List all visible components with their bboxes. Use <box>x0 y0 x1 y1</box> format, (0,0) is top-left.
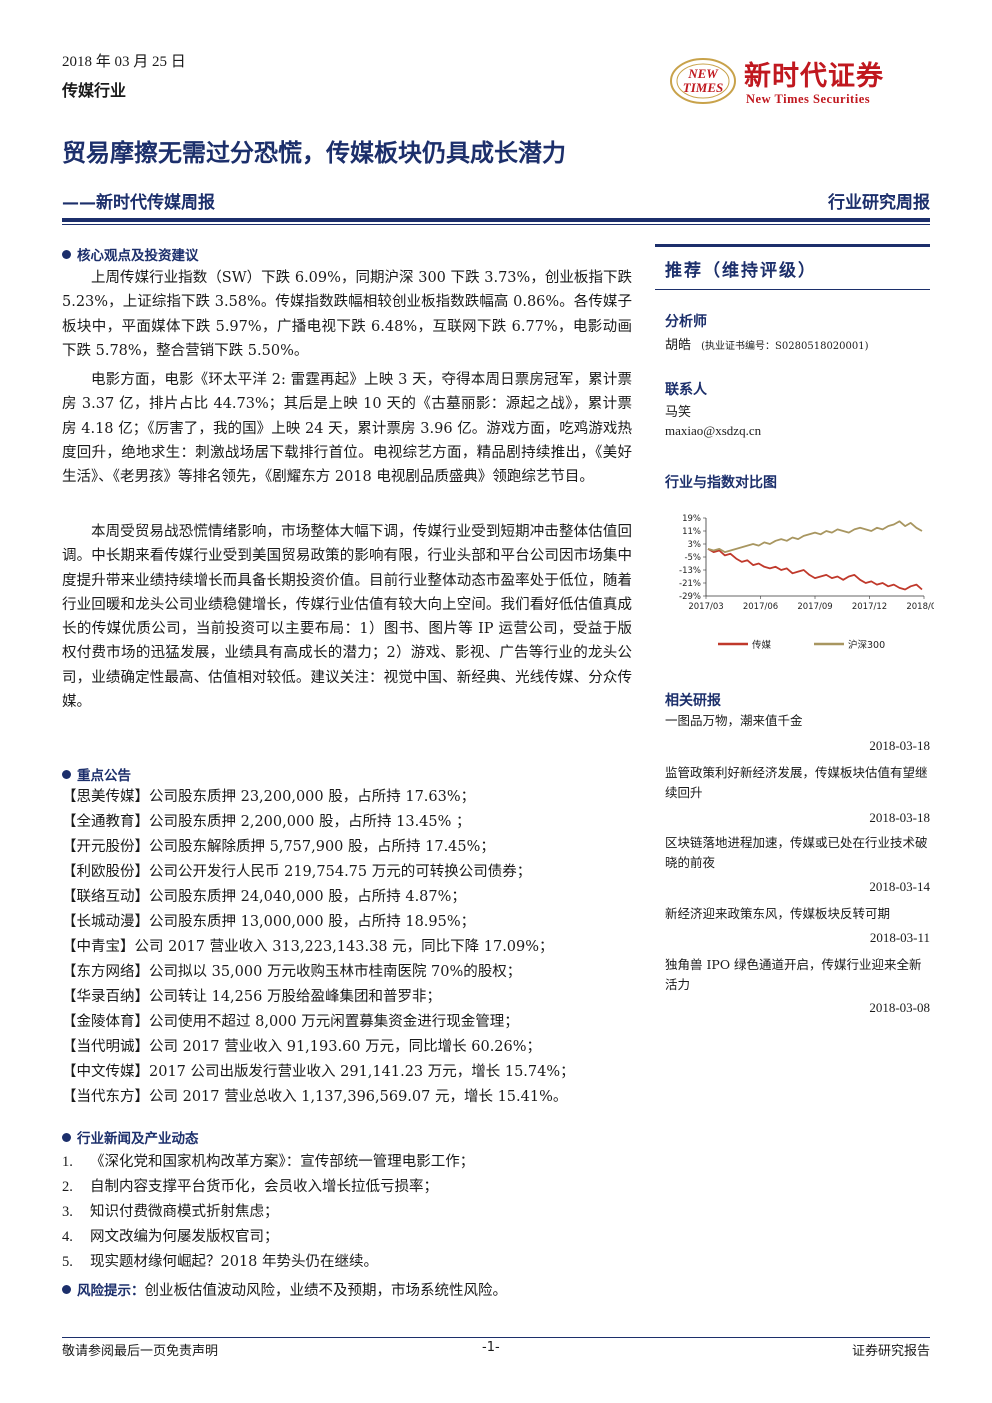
related-heading: 相关研报 <box>665 693 721 709</box>
report-title: 贸易摩擦无需过分恐慌，传媒板块仍具成长潜力 <box>62 139 566 167</box>
related-report-date: 2018-03-14 <box>869 879 930 894</box>
announcement-row: 【开元股份】公司股东解除质押 5,757,900 股，占所持 17.45%； <box>62 839 495 855</box>
announcement-row: 【当代明诚】公司 2017 营业收入 91,193.60 万元，同比增长 60.… <box>62 1039 542 1055</box>
related-report-date: 2018-03-18 <box>869 810 930 825</box>
header-divider-thin <box>62 224 930 225</box>
chart-x-tick-label: 2017/06 <box>743 602 778 612</box>
related-report-title[interactable]: 区块链落地进程加速，传媒或已处在行业技术破晓的前夜 <box>665 835 928 870</box>
related-report-date: 2018-03-11 <box>869 930 930 945</box>
section-announcements-heading: 重点公告 <box>62 764 131 784</box>
footer-report-label: 证券研究报告 <box>851 1344 930 1359</box>
logo-mark-line1: NEW <box>687 66 719 81</box>
announcement-row: 【当代东方】公司 2017 营业总收入 1,137,396,569.07 元，增… <box>62 1089 568 1105</box>
section-core-views-heading: 核心观点及投资建议 <box>62 244 199 264</box>
announcement-row: 【中文传媒】2017 公司出版发行营业收入 291,141.23 万元，增长 1… <box>62 1064 575 1080</box>
announcement-row: 【东方网络】公司拟以 35,000 万元收购玉林市桂南医院 70%的股权； <box>62 964 522 980</box>
news-item: 5. 现实题材缘何崛起？2018 年势头仍在继续。 <box>62 1254 379 1270</box>
logo-mark-line2: TIMES <box>683 80 723 95</box>
paragraph-investment-advice: 本周受贸易战恐慌情绪影响，市场整体大幅下调，传媒行业受到短期冲击整体估值回调。中… <box>62 524 632 711</box>
announcement-row: 【长城动漫】公司股东质押 13,000,000 股，占所持 18.95%； <box>62 914 476 930</box>
bullet-icon <box>62 1133 71 1142</box>
report-subtitle: ——新时代传媒周报 <box>62 193 215 213</box>
footer-disclaimer: 敬请参阅最后一页免责声明 <box>62 1344 219 1359</box>
chart-series-line <box>707 548 923 591</box>
related-report-title[interactable]: 监管政策利好新经济发展，传媒板块估值有望继续回升 <box>665 765 928 800</box>
chart-legend-label: 传媒 <box>752 639 772 651</box>
related-report-title[interactable]: 一图品万物，潮来值千金 <box>665 713 803 728</box>
analyst-cert: (执业证书编号：S0280518020001) <box>701 341 869 352</box>
related-report-title[interactable]: 新经济迎来政策东风，传媒板块反转可期 <box>665 906 891 921</box>
announcement-row: 【全通教育】公司股东质押 2,200,000 股，占所持 13.45% ； <box>62 814 471 830</box>
risk-label: 风险提示： <box>77 1283 145 1299</box>
risk-text: 创业板估值波动风险，业绩不及预期，市场系统性风险。 <box>144 1283 508 1299</box>
report-date: 2018 年 03 月 25 日 <box>62 54 186 70</box>
risk-warning: 风险提示：创业板估值波动风险，业绩不及预期，市场系统性风险。 <box>62 1279 642 1303</box>
related-report-title[interactable]: 独角兽 IPO 绿色通道开启，传媒行业迎来全新活力 <box>665 957 922 992</box>
news-item: 2. 自制内容支撑平台货币化，会员收入增长拉低亏损率； <box>62 1179 438 1195</box>
bullet-icon <box>62 770 71 779</box>
chart-y-tick-label: -21% <box>679 579 701 589</box>
sidebar-top-rule <box>655 244 930 247</box>
chart-x-tick-label: 2017/03 <box>688 602 723 612</box>
chart-y-tick-label: -29% <box>679 592 701 602</box>
index-comparison-chart: 19% 11% 3% -5% -13% -21% -29%2017/03 2017/06 201… <box>679 514 934 651</box>
announcement-row: 【华录百纳】公司转让 14,256 万股给盈峰集团和普罗非； <box>62 989 441 1005</box>
report-type: 行业研究周报 <box>828 193 930 213</box>
contact-name: 马笑 <box>665 405 692 420</box>
section-news-heading: 行业新闻及产业动态 <box>62 1127 199 1147</box>
analyst-heading: 分析师 <box>665 314 707 330</box>
bullet-icon <box>62 250 71 259</box>
header-divider <box>62 218 930 222</box>
bullet-icon <box>62 1285 71 1294</box>
contact-heading: 联系人 <box>665 382 707 398</box>
news-item: 4. 网文改编为何屡发版权官司； <box>62 1229 279 1245</box>
chart-y-tick-label: 19% <box>682 514 701 524</box>
announcement-row: 【思美传媒】公司股东质押 23,200,000 股，占所持 17.63%； <box>62 789 476 805</box>
page-number: -1- <box>482 1340 500 1355</box>
related-report-date: 2018-03-18 <box>869 738 930 753</box>
industry-label: 传媒行业 <box>62 81 127 100</box>
paragraph-market-summary: 上周传媒行业指数（SW）下跌 6.09%，同期沪深 300 下跌 3.73%，创… <box>62 270 632 359</box>
chart-y-tick-label: 11% <box>682 527 701 537</box>
chart-series-line <box>707 520 923 553</box>
logo-english-name: New Times Securities <box>746 92 871 106</box>
sidebar-rule <box>655 289 930 290</box>
logo-chinese-name: 新时代证券 <box>744 61 884 92</box>
chart-x-tick-label: 2017/12 <box>852 602 887 612</box>
chart-heading: 行业与指数对比图 <box>665 475 777 491</box>
chart-x-tick-label: 2017/09 <box>797 602 832 612</box>
paragraph-film-games: 电影方面，电影《环太平洋 2: 雷霆再起》上映 3 天，夺得本周日票房冠军，累计… <box>62 372 632 486</box>
announcement-row: 【中青宝】公司 2017 营业收入 313,223,143.38 元，同比下降 … <box>62 939 554 955</box>
analyst-name: 胡皓 <box>665 338 692 353</box>
chart-x-tick-label: 2018/03 <box>906 602 934 612</box>
contact-email[interactable]: maxiao@xsdzq.cn <box>665 423 762 438</box>
news-item: 3. 知识付费微商模式折射焦虑； <box>62 1204 279 1220</box>
announcement-row: 【联络互动】公司股东质押 24,040,000 股，占所持 4.87%； <box>62 889 466 905</box>
announcement-row: 【利欧股份】公司公开发行人民币 219,754.75 万元的可转换公司债券； <box>62 864 532 880</box>
analyst-line: 胡皓 (执业证书编号：S0280518020001) <box>665 334 869 353</box>
new-times-logo-icon: NEW TIMES <box>670 58 736 104</box>
related-report-date: 2018-03-08 <box>869 1000 930 1015</box>
news-item: 1. 《深化党和国家机构改革方案》：宣传部统一管理电影工作； <box>62 1154 475 1170</box>
announcement-row: 【金陵体育】公司使用不超过 8,000 万元闲置募集资金进行现金管理； <box>62 1014 519 1030</box>
chart-y-tick-label: -5% <box>684 553 701 563</box>
chart-y-tick-label: -13% <box>679 566 701 576</box>
chart-y-tick-label: 3% <box>688 540 702 550</box>
footer-rule <box>62 1337 930 1338</box>
chart-legend-label: 沪深300 <box>848 639 885 651</box>
rating-label: 推荐（维持评级） <box>665 261 817 281</box>
